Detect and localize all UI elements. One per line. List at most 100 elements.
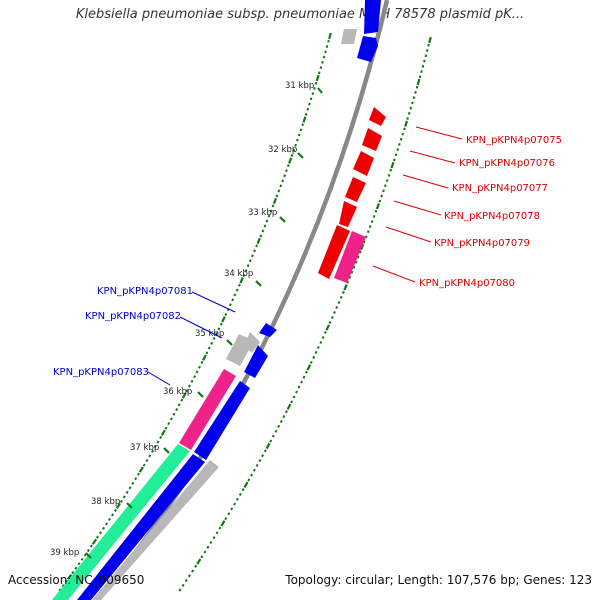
gc-dot <box>175 408 179 412</box>
gene-label-KPN_pKPN4p07075[interactable]: KPN_pKPN4p07075 <box>466 135 562 146</box>
gc-dot <box>401 132 405 136</box>
gc-dot <box>242 273 246 278</box>
gc-dot <box>424 54 428 58</box>
gc-dot <box>295 390 298 394</box>
gc-dot <box>99 531 103 535</box>
gc-dot <box>370 220 374 223</box>
gc-dot <box>362 240 366 244</box>
gc-dot <box>241 488 245 492</box>
gc-dot <box>387 173 391 177</box>
forward-cds-KPN_pKPN4p07075[interactable] <box>369 107 386 126</box>
gc-dot <box>282 415 286 419</box>
gc-dot <box>128 486 132 490</box>
gene-label-KPN_pKPN4p07080[interactable]: KPN_pKPN4p07080 <box>419 278 515 289</box>
gc-dot <box>156 440 160 444</box>
gc-dot <box>145 458 149 463</box>
gc-dot <box>368 225 372 229</box>
gc-dot <box>177 403 181 407</box>
gc-dot <box>281 179 285 183</box>
gc-dot <box>358 250 362 254</box>
forward-cds-KPN_pKPN4p07076[interactable] <box>362 128 382 151</box>
gc-dot <box>271 434 275 438</box>
gc-dot <box>305 370 308 374</box>
gc-dot <box>420 70 423 73</box>
gc-dot <box>274 429 278 433</box>
gc-dot <box>421 64 425 68</box>
gc-dot <box>131 481 135 485</box>
gene-label-KPN_pKPN4p07081[interactable]: KPN_pKPN4p07081 <box>97 286 193 297</box>
gc-dot <box>354 260 358 264</box>
gc-dot <box>255 244 259 248</box>
reverse-cds-KPN_pKPN4p07082[interactable] <box>244 345 268 378</box>
gc-dot <box>360 243 365 251</box>
gc-dot <box>316 345 320 349</box>
pink-reverse-feature-KPN_pKPN4p07083[interactable] <box>179 369 236 450</box>
forward-cds-KPN_pKPN4p07077[interactable] <box>353 151 374 176</box>
gc-dot <box>217 327 221 331</box>
gc-dot <box>328 32 332 40</box>
gc-dot <box>194 564 198 568</box>
gc-dot <box>398 142 401 146</box>
forward-cds-KPN_pKPN4p07079[interactable] <box>339 201 357 227</box>
gc-dot <box>383 184 387 188</box>
gc-dot <box>215 531 219 535</box>
gc-dot <box>200 555 204 559</box>
gc-dot <box>188 384 191 388</box>
reverse-long-cds <box>77 454 205 600</box>
gc-dot <box>283 174 286 178</box>
gc-dot <box>193 375 196 379</box>
reverse-cds-KPN_pKPN4p07081[interactable] <box>259 323 277 337</box>
forward-cds-KPN_pKPN4p07080[interactable] <box>318 225 350 279</box>
reverse-cds-KPN_pKPN4p07083[interactable] <box>194 381 250 460</box>
gc-dot <box>181 392 187 399</box>
gc-dot <box>404 120 409 127</box>
gc-dot <box>297 133 301 137</box>
gc-dot <box>61 584 65 588</box>
gray-top-feature <box>341 29 357 44</box>
gc-dot <box>203 550 207 554</box>
gc-dot <box>350 270 354 274</box>
forward-callouts <box>372 126 463 283</box>
reverse-top-cds-2 <box>357 36 378 62</box>
gc-dot <box>321 60 324 64</box>
gc-dot <box>71 570 75 575</box>
gene-label-KPN_pKPN4p07076[interactable]: KPN_pKPN4p07076 <box>459 158 555 169</box>
gc-dot <box>248 259 252 263</box>
tick-label-35: 35 kbp <box>195 329 224 339</box>
gc-dot <box>125 490 129 494</box>
gene-label-KPN_pKPN4p07083[interactable]: KPN_pKPN4p07083 <box>53 367 149 378</box>
gc-dot <box>290 153 294 157</box>
gc-dot <box>77 562 81 566</box>
gc-dot <box>294 143 297 147</box>
gc-dot <box>304 112 308 116</box>
gc-dot <box>411 101 414 105</box>
gc-dot <box>311 92 315 96</box>
gene-label-KPN_pKPN4p07077[interactable]: KPN_pKPN4p07077 <box>452 183 548 194</box>
gene-label-KPN_pKPN4p07082[interactable]: KPN_pKPN4p07082 <box>85 311 181 322</box>
gc-dot <box>412 96 416 100</box>
outer-gc-dots <box>178 36 432 592</box>
gc-dot <box>372 214 376 218</box>
gc-dot <box>290 400 293 404</box>
gc-dot <box>314 350 318 354</box>
gc-dot <box>66 573 73 580</box>
gc-dot <box>356 255 360 259</box>
gc-dot <box>113 508 117 512</box>
gc-dot <box>309 97 313 101</box>
gc-dot <box>153 445 157 449</box>
gc-dot <box>252 468 256 472</box>
gc-dot <box>80 557 84 561</box>
gene-label-KPN_pKPN4p07078[interactable]: KPN_pKPN4p07078 <box>444 211 540 222</box>
gc-dot <box>206 545 210 549</box>
gene-label-KPN_pKPN4p07079[interactable]: KPN_pKPN4p07079 <box>434 238 530 249</box>
tick-label-34: 34 kbp <box>224 269 253 279</box>
gc-dot <box>178 588 182 592</box>
gc-dot <box>233 293 237 297</box>
gc-dot <box>327 39 330 43</box>
gc-dot <box>247 478 251 482</box>
forward-cds-KPN_pKPN4p07078[interactable] <box>345 177 366 202</box>
gc-dot <box>292 148 296 152</box>
gc-dot <box>210 341 214 345</box>
gc-dot <box>269 439 273 443</box>
